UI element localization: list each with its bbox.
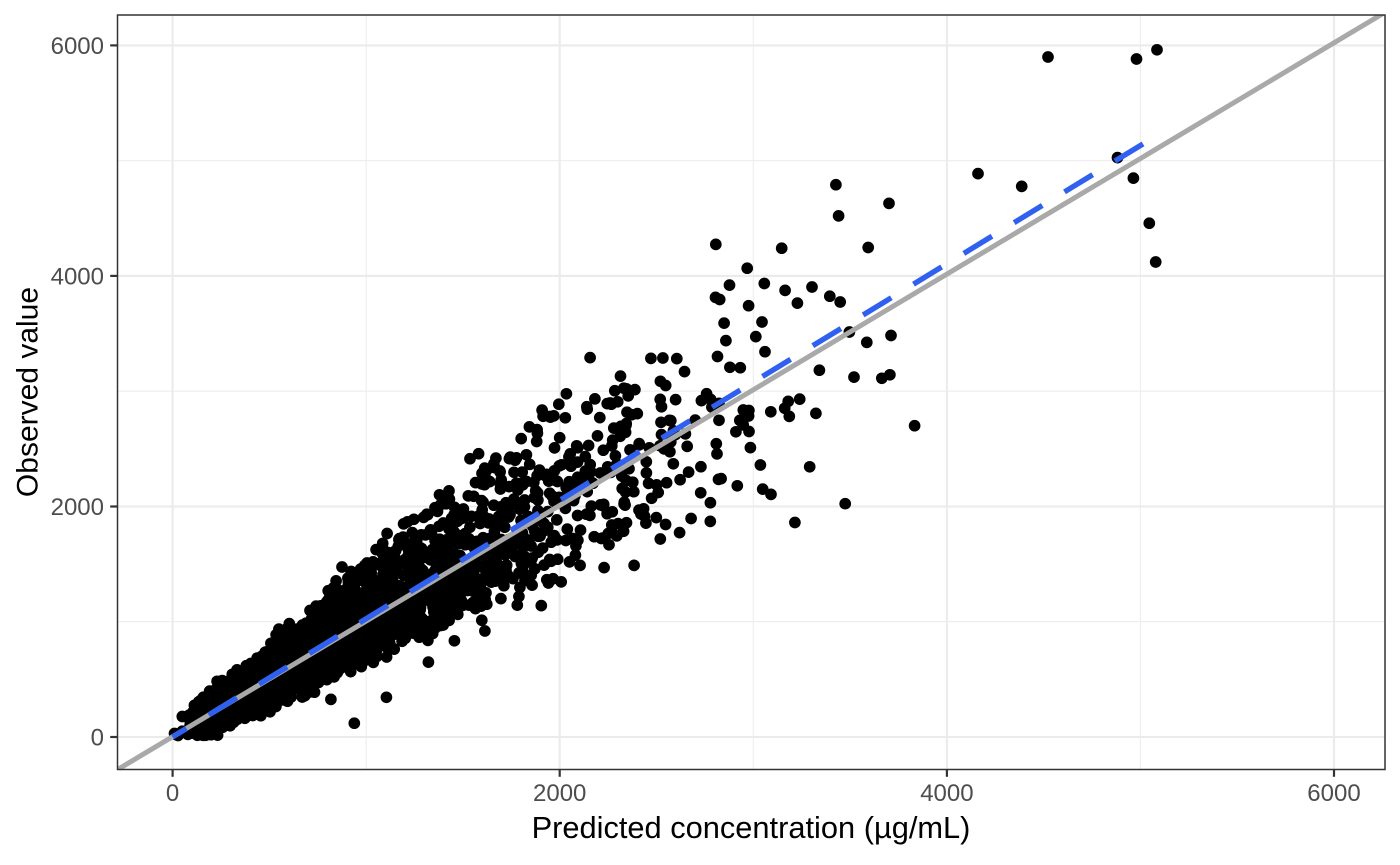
svg-text:4000: 4000 — [920, 780, 973, 807]
svg-text:2000: 2000 — [51, 494, 104, 521]
svg-text:6000: 6000 — [51, 33, 104, 60]
svg-text:Observed value: Observed value — [12, 287, 45, 497]
svg-text:2000: 2000 — [533, 780, 586, 807]
svg-text:4000: 4000 — [51, 263, 104, 290]
svg-text:0: 0 — [91, 724, 104, 751]
svg-text:0: 0 — [166, 780, 179, 807]
svg-text:6000: 6000 — [1307, 780, 1360, 807]
svg-text:Predicted concentration (µg/mL: Predicted concentration (µg/mL) — [532, 810, 971, 845]
